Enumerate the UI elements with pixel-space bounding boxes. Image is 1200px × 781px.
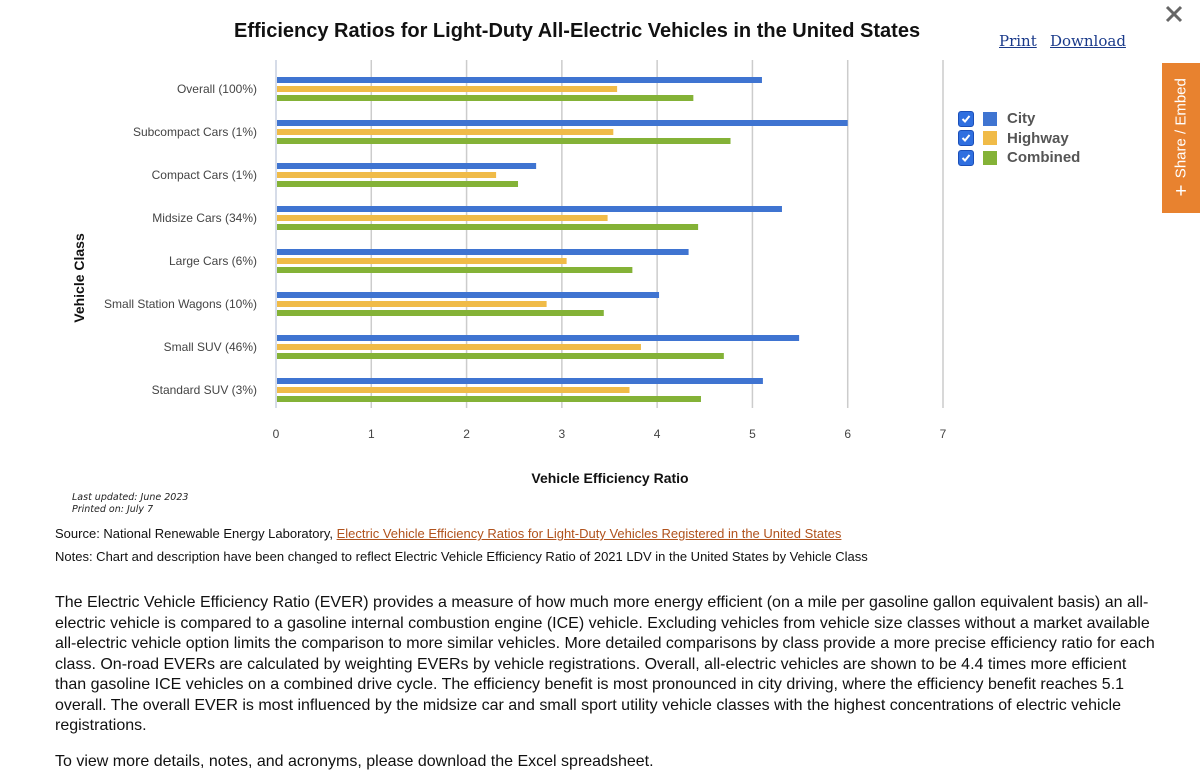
- legend-label: City: [1007, 110, 1036, 128]
- bar-chart: Overall (100%) Subcompact Cars (1%) Compac…: [71, 60, 947, 486]
- bar-combined[interactable]: [277, 396, 701, 402]
- x-tick-label: 4: [654, 427, 661, 441]
- gridlines: [275, 60, 944, 408]
- printed-on: Printed on: July 7: [72, 504, 154, 515]
- chart-title: Efficiency Ratios for Light-Duty All-Ele…: [234, 20, 921, 42]
- bar-combined[interactable]: [277, 224, 699, 230]
- category-labels: Overall (100%) Subcompact Cars (1%) Compac…: [104, 82, 257, 397]
- x-tick-label: 2: [463, 427, 470, 441]
- bar-city[interactable]: [277, 292, 660, 298]
- bar-highway[interactable]: [277, 258, 567, 264]
- bar-combined[interactable]: [277, 138, 731, 144]
- more-info: To view more details, notes, and acronym…: [55, 753, 654, 770]
- legend: City Highway Combined: [958, 109, 1080, 168]
- category-label: Small Station Wagons (10%): [104, 297, 257, 311]
- bar-city[interactable]: [277, 206, 782, 212]
- bar-city[interactable]: [277, 120, 848, 126]
- bar-highway[interactable]: [277, 215, 608, 221]
- x-tick-label: 1: [368, 427, 375, 441]
- bar-city[interactable]: [277, 77, 762, 83]
- legend-item-combined[interactable]: Combined: [958, 148, 1080, 168]
- source-link[interactable]: Electric Vehicle Efficiency Ratios for L…: [336, 526, 842, 541]
- legend-checkbox-combined[interactable]: [958, 149, 974, 166]
- category-label: Small SUV (46%): [164, 340, 257, 354]
- bar-combined[interactable]: [277, 310, 604, 316]
- bar-combined[interactable]: [277, 353, 724, 359]
- plus-icon: +: [1175, 180, 1187, 203]
- category-label: Midsize Cars (34%): [152, 211, 257, 225]
- bar-highway[interactable]: [277, 129, 614, 135]
- download-link[interactable]: Download: [1050, 32, 1126, 50]
- x-tick-label: 6: [844, 427, 851, 441]
- print-link[interactable]: Print: [999, 32, 1037, 50]
- x-tick-label: 5: [749, 427, 756, 441]
- bar-highway[interactable]: [277, 86, 618, 92]
- legend-swatch-city: [983, 111, 997, 126]
- bar-city[interactable]: [277, 378, 763, 384]
- legend-item-city[interactable]: City: [958, 109, 1080, 129]
- legend-swatch-combined: [983, 150, 997, 165]
- bar-combined[interactable]: [277, 95, 694, 101]
- close-x-icon: [1165, 5, 1183, 23]
- legend-label: Highway: [1007, 129, 1069, 147]
- category-label: Subcompact Cars (1%): [133, 125, 257, 139]
- source-prefix: Source: National Renewable Energy Labora…: [55, 526, 337, 541]
- category-label: Overall (100%): [177, 82, 257, 96]
- x-tick-labels: 0 1 2 3 4 5 6 7: [273, 427, 947, 441]
- bar-combined[interactable]: [277, 267, 633, 273]
- description: The Electric Vehicle Efficiency Ratio (E…: [55, 594, 1155, 734]
- legend-checkbox-city[interactable]: [958, 110, 974, 127]
- close-button[interactable]: [1163, 3, 1185, 25]
- legend-label: Combined: [1007, 149, 1081, 167]
- bar-city[interactable]: [277, 163, 537, 169]
- category-label: Compact Cars (1%): [152, 168, 257, 182]
- checkmark-icon: [961, 115, 971, 123]
- bar-combined[interactable]: [277, 181, 519, 187]
- bar-highway[interactable]: [277, 344, 641, 350]
- bars: [277, 77, 848, 402]
- category-label: Large Cars (6%): [169, 254, 257, 268]
- y-axis-label: Vehicle Class: [71, 233, 87, 323]
- bar-highway[interactable]: [277, 387, 630, 393]
- source-line: Source: National Renewable Energy Labora…: [55, 526, 841, 541]
- legend-swatch-highway: [983, 131, 997, 146]
- category-label: Standard SUV (3%): [152, 383, 257, 397]
- checkmark-icon: [961, 154, 971, 162]
- share-embed-label: Share / Embed: [1172, 78, 1190, 179]
- bar-city[interactable]: [277, 249, 689, 255]
- legend-item-highway[interactable]: Highway: [958, 129, 1080, 149]
- last-updated: Last updated: June 2023: [72, 492, 189, 503]
- bar-city[interactable]: [277, 335, 800, 341]
- legend-checkbox-highway[interactable]: [958, 130, 974, 147]
- share-embed-button[interactable]: +Share / Embed: [1162, 63, 1200, 213]
- x-tick-label: 3: [559, 427, 566, 441]
- checkmark-icon: [961, 134, 971, 143]
- x-axis-label: Vehicle Efficiency Ratio: [531, 470, 688, 486]
- x-tick-label: 7: [940, 427, 947, 441]
- bar-highway[interactable]: [277, 301, 547, 307]
- notes: Notes: Chart and description have been c…: [55, 549, 868, 564]
- x-tick-label: 0: [273, 427, 280, 441]
- bar-highway[interactable]: [277, 172, 497, 178]
